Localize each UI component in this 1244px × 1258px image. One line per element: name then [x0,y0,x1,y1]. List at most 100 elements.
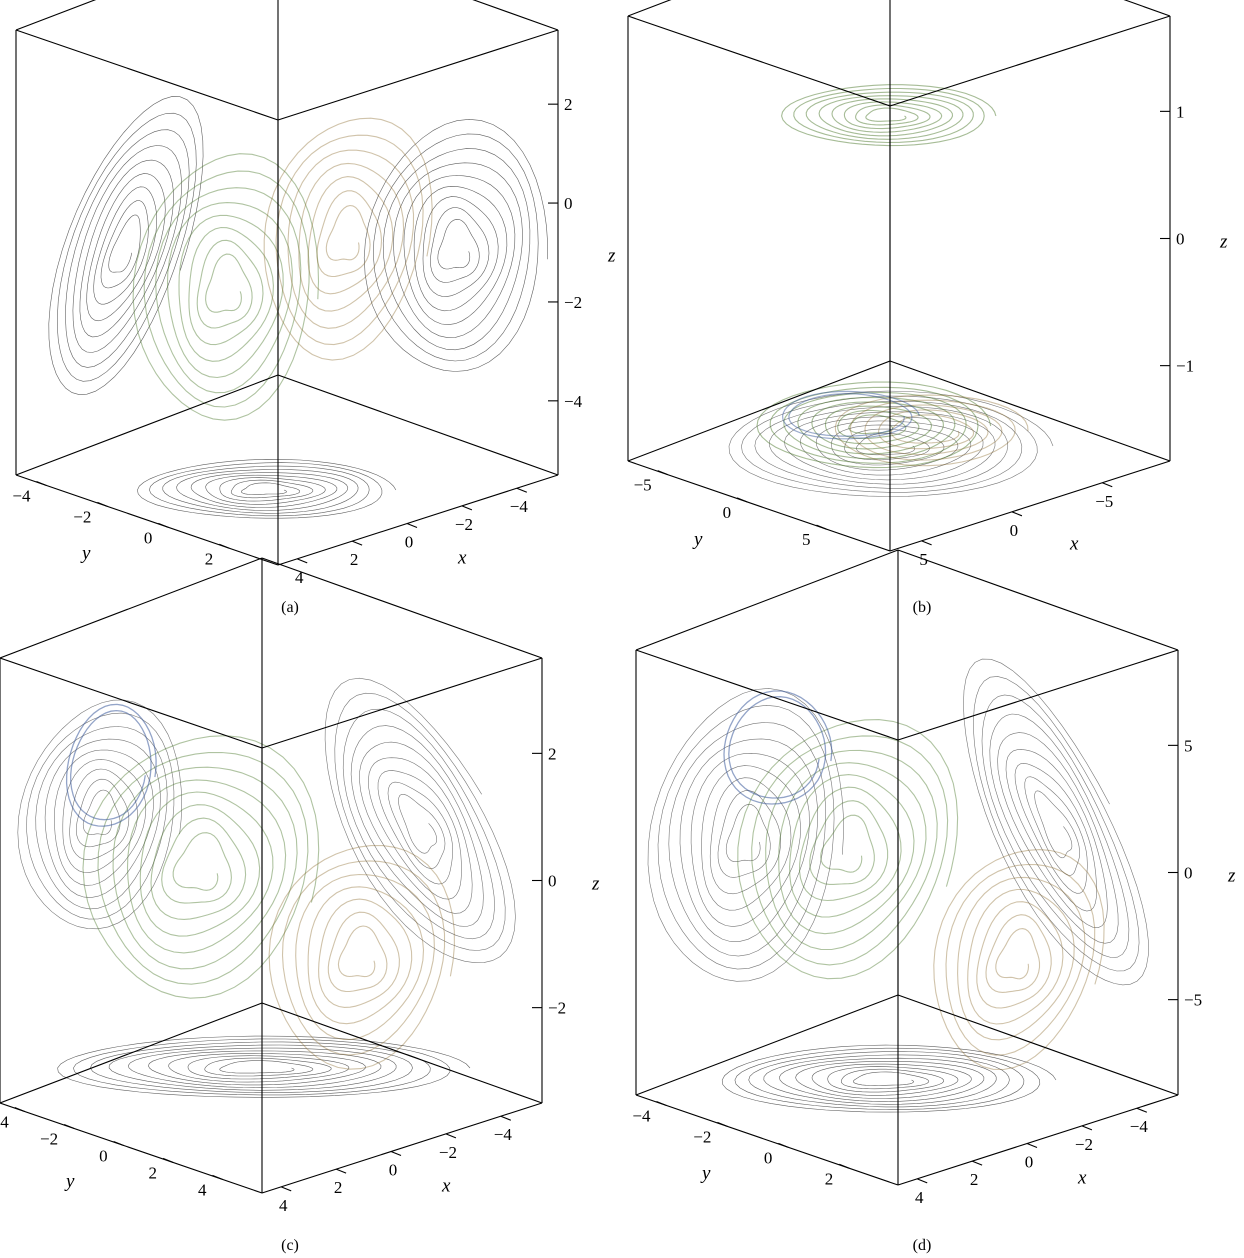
x-tick [1102,482,1113,488]
trajectory-curve-1-3 [363,118,548,372]
axis-edge-x [897,1094,1179,1186]
z-axis-title: z [607,245,616,266]
box-edge-top-back-left [635,549,899,651]
x-tick [351,540,363,546]
trajectory-curve-2-2 [728,390,1054,497]
y-tick [63,1123,75,1129]
box-edge-top-back-left [0,557,263,659]
x-axis-title: x [1069,534,1079,555]
z-axis-title: z [1219,231,1228,252]
trajectory-curve-3-2 [57,1035,471,1098]
axis-edge-x [889,460,1171,552]
z-tick-label: 0 [1184,864,1193,883]
x-tick-label: −4 [494,1125,513,1144]
z-axis-title: z [1227,865,1236,886]
y-tick-label: 2 [149,1163,158,1182]
box-edge-top-front-left [635,649,899,741]
y-tick [656,1100,667,1106]
box-edge-back-right [261,1002,543,1104]
x-tick-label: 4 [915,1188,924,1207]
x-tick-label: 4 [279,1196,288,1215]
x-axis-title: x [441,1176,451,1197]
trajectory-curve-4-2 [721,1044,1057,1113]
y-tick-label: −2 [693,1127,711,1146]
axis-edge-x [261,1102,543,1194]
z-tick-label: 2 [564,95,573,114]
x-axis-title: x [1077,1168,1087,1189]
x-tick-label: 0 [1025,1153,1034,1172]
x-tick-label: −2 [1075,1135,1093,1154]
x-tick [971,1160,983,1166]
box-edge-top-back-right [261,557,543,659]
y-tick [219,543,230,549]
trajectory-curve-3-6 [65,703,157,827]
z-tick-label: −2 [548,999,566,1018]
y-tick [158,522,169,528]
z-axis-title: z [591,873,600,894]
box-edge-top-back-left [627,0,672,17]
x-tick-label: 0 [389,1161,398,1180]
y-tick [816,524,827,530]
x-tick-label: −4 [510,497,529,516]
z-tick-label: −4 [564,392,583,411]
y-tick [97,501,108,507]
x-tick-label: 2 [350,550,359,569]
panel-caption: (a) [281,599,299,616]
x-tick [461,505,473,511]
y-tick-label: 2 [825,1169,834,1188]
x-tick-label: −2 [439,1143,457,1162]
y-axis-title: y [64,1171,75,1192]
box-edge-top-back-right [1123,0,1171,17]
x-tick-label: 2 [334,1178,343,1197]
x-axis-title: x [457,548,467,569]
y-axis-title: y [700,1163,711,1184]
y-tick [212,1174,223,1180]
box-edge-top-back-left [15,0,97,31]
box-edge-top-front-left [627,15,891,107]
z-tick-label: −2 [564,293,582,312]
y-tick [736,497,748,503]
y-tick [14,1106,25,1113]
box-edge-back-left [0,1002,263,1104]
trajectory-curve-4-3 [963,658,1149,986]
y-tick-label: 2 [205,549,214,568]
trajectory-curve-2-4 [834,394,1029,467]
trajectory-curve-4-4 [737,719,959,980]
x-tick-label: 0 [405,533,414,552]
x-tick [297,558,308,564]
trajectory-curve-3-1 [17,699,183,930]
trajectory-curve-1-5 [263,117,433,361]
z-tick-label: 0 [564,194,573,213]
y-tick [717,1121,728,1127]
z-tick-label: 0 [1176,230,1185,249]
panel-d: −4 −2 0 2 y 4 2 0 −2 −4 x 5 0 −5 z (d) [632,549,1236,1254]
x-tick [921,540,932,546]
y-tick-label: −4 [0,1112,9,1131]
y-tick-label: −4 [632,1106,651,1125]
x-tick [516,487,528,493]
trajectory-curve-1-4 [132,153,320,421]
box-edge-back-right [897,994,1179,1096]
axis-edge-y [15,474,279,566]
y-tick [839,1163,850,1169]
trajectory-curve-1-1 [48,96,204,395]
box-edge-top-back-right [897,549,1179,651]
panel-caption: (d) [913,1237,932,1254]
y-tick [778,1142,789,1148]
trajectory-curve-4-5 [933,849,1105,1071]
y-tick [36,480,47,486]
y-tick [162,1157,174,1163]
box-edge-top-front-right [277,29,559,121]
y-tick-label: 0 [144,528,153,547]
panel-a: −4 −2 0 2 y 4 2 0 −2 −4 x 2 0 −2 −4 z (a) [12,0,616,616]
y-tick-label: −5 [634,476,652,495]
box-edge-top-front-right [897,649,1179,741]
x-tick [500,1115,512,1121]
box-edge-top-front-left [15,29,279,121]
x-tick-label: −4 [1130,1117,1149,1136]
z-tick-label: 1 [1176,102,1185,121]
y-tick-label: 0 [764,1148,773,1167]
x-tick [335,1168,347,1174]
x-tick [281,1186,292,1192]
